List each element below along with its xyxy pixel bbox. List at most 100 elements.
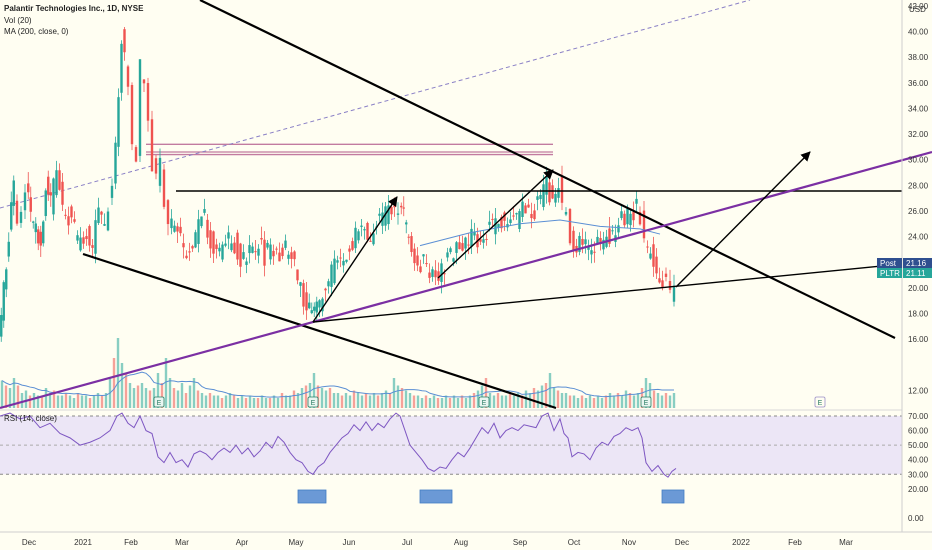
candle-body bbox=[470, 228, 473, 247]
candle-body bbox=[632, 212, 635, 221]
volume-bar bbox=[52, 390, 56, 408]
candle-body bbox=[188, 251, 191, 253]
volume-bar bbox=[344, 393, 348, 408]
candle-body bbox=[197, 219, 200, 244]
candle-body bbox=[464, 237, 467, 249]
time-tick: Mar bbox=[839, 538, 853, 547]
rsi-tick: 50.00 bbox=[908, 441, 929, 450]
projection-arrow bbox=[437, 169, 554, 279]
time-tick: Apr bbox=[236, 538, 249, 547]
candle-body bbox=[354, 227, 357, 249]
candle-body bbox=[527, 204, 530, 208]
volume-bar bbox=[60, 395, 64, 408]
price-tag-label: PLTR bbox=[880, 269, 900, 278]
candle-body bbox=[61, 181, 64, 205]
candle-body bbox=[587, 246, 590, 250]
candle-body bbox=[402, 207, 405, 209]
price-tag-label-bg bbox=[877, 268, 902, 278]
candle-body bbox=[2, 282, 5, 321]
candle-body bbox=[88, 226, 91, 246]
volume-bar bbox=[44, 388, 48, 408]
candle-body bbox=[296, 269, 299, 281]
price-tag-value: 21.11 bbox=[906, 269, 926, 278]
candle-body bbox=[617, 225, 620, 233]
earnings-marker: E bbox=[640, 396, 652, 408]
candle-body bbox=[626, 208, 629, 225]
candle-body bbox=[419, 266, 422, 273]
candle-body bbox=[590, 250, 593, 255]
candle-body bbox=[536, 196, 539, 200]
candle-body bbox=[179, 226, 182, 234]
candle-body bbox=[215, 244, 218, 250]
candle-body bbox=[91, 245, 94, 248]
candle-body bbox=[52, 178, 55, 215]
candle-body bbox=[123, 29, 126, 53]
volume-bar bbox=[636, 393, 640, 408]
volume-bar bbox=[532, 388, 536, 408]
candle-body bbox=[185, 255, 188, 259]
time-tick: Dec bbox=[675, 538, 689, 547]
candle-body bbox=[206, 219, 209, 238]
earnings-box bbox=[153, 396, 165, 408]
candle-body bbox=[360, 225, 363, 227]
candle-body bbox=[431, 269, 434, 277]
volume-bar bbox=[576, 398, 580, 408]
candle-body bbox=[390, 206, 393, 215]
volume-bar bbox=[144, 388, 148, 408]
candle-body bbox=[120, 43, 123, 93]
volume-bar bbox=[424, 395, 428, 408]
candle-body bbox=[293, 251, 296, 260]
volume-bar bbox=[360, 395, 364, 408]
projection-arrow bbox=[675, 151, 811, 288]
candle-body bbox=[668, 281, 672, 290]
candle-body bbox=[79, 237, 82, 251]
earnings-label: E bbox=[818, 400, 823, 407]
volume-bar bbox=[348, 395, 352, 408]
earnings-box bbox=[640, 396, 652, 408]
time-tick: Feb bbox=[788, 538, 802, 547]
candle-body bbox=[446, 252, 449, 258]
volume-bar bbox=[232, 395, 236, 408]
candle-body bbox=[366, 222, 369, 240]
earnings-marker: E bbox=[814, 396, 826, 408]
volume-bar bbox=[264, 398, 268, 408]
volume-bar bbox=[580, 395, 584, 408]
price-tick: 18.00 bbox=[908, 310, 929, 319]
price-tick: 12.00 bbox=[908, 386, 929, 395]
candle-body bbox=[227, 232, 230, 239]
volume-bar bbox=[224, 395, 228, 408]
volume-bar bbox=[328, 388, 332, 408]
candle-body bbox=[0, 315, 3, 337]
candle-body bbox=[278, 252, 281, 262]
volume-bar bbox=[564, 393, 568, 408]
candle-body bbox=[533, 210, 536, 220]
volume-bar bbox=[484, 378, 488, 408]
candle-body bbox=[396, 213, 400, 215]
volume-bar bbox=[652, 390, 656, 408]
candle-body bbox=[336, 260, 339, 263]
candle-body bbox=[29, 197, 32, 212]
candle-body bbox=[212, 231, 215, 254]
volume-bar bbox=[64, 393, 68, 408]
volume-bar bbox=[72, 398, 76, 408]
time-tick: Aug bbox=[454, 538, 468, 547]
volume-bar bbox=[288, 395, 292, 408]
candle-body bbox=[19, 211, 23, 223]
volume-bar bbox=[120, 363, 124, 408]
volume-bar bbox=[612, 395, 616, 408]
volume-bar bbox=[68, 395, 72, 408]
candle-body bbox=[7, 241, 10, 257]
candle-body bbox=[254, 251, 257, 253]
candle-body bbox=[521, 201, 524, 217]
candle-body bbox=[85, 236, 88, 240]
volume-bar bbox=[444, 395, 448, 408]
time-tick: Feb bbox=[124, 538, 138, 547]
volume-bar bbox=[608, 393, 612, 408]
volume-bar bbox=[544, 383, 548, 408]
rsi-tick: 60.00 bbox=[908, 427, 929, 436]
candle-body bbox=[437, 271, 440, 281]
volume-bar bbox=[440, 398, 444, 408]
volume-bar bbox=[628, 393, 632, 408]
earnings-label: E bbox=[482, 400, 487, 407]
